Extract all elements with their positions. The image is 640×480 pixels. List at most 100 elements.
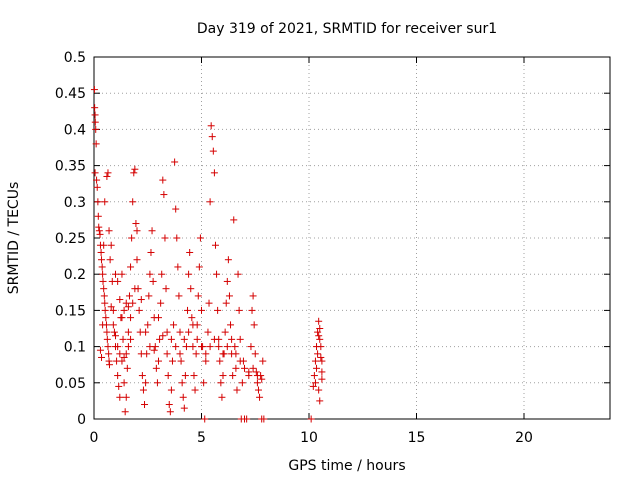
data-point [219, 372, 227, 380]
data-point [192, 350, 200, 358]
data-point [150, 346, 158, 354]
data-point [254, 386, 262, 394]
data-point [216, 357, 224, 365]
data-point [185, 270, 193, 278]
data-point [193, 335, 201, 343]
data-point [158, 270, 166, 278]
data-point [260, 415, 268, 423]
data-point [249, 364, 257, 372]
data-point [253, 372, 261, 380]
data-point [92, 140, 100, 148]
chart-title: Day 319 of 2021, SRMTID for receiver sur… [197, 21, 497, 37]
data-point [107, 303, 115, 311]
data-point [91, 111, 99, 119]
data-point [138, 372, 146, 380]
data-point [123, 364, 131, 372]
data-point [170, 321, 178, 329]
data-point [253, 379, 261, 387]
data-point [124, 328, 132, 336]
data-point [112, 332, 119, 340]
data-point [313, 364, 321, 372]
data-point [213, 270, 221, 278]
data-point [118, 270, 126, 278]
data-point [311, 357, 319, 365]
data-point [251, 350, 259, 358]
data-point [223, 343, 231, 351]
data-point [105, 350, 113, 358]
data-point [238, 379, 246, 387]
data-point [232, 350, 240, 358]
data-point [96, 346, 104, 354]
data-point [129, 198, 137, 206]
data-point [98, 353, 106, 361]
data-point [223, 277, 231, 285]
data-point [200, 379, 208, 387]
data-point [232, 364, 240, 372]
data-point [210, 169, 218, 177]
data-point [115, 382, 123, 390]
data-point [114, 343, 122, 351]
data-point [217, 379, 225, 387]
data-point [259, 357, 267, 365]
data-point [109, 306, 117, 314]
x-tick-label: 20 [515, 430, 533, 446]
data-point [106, 256, 114, 264]
data-point [214, 306, 222, 314]
axis-ticks [93, 56, 610, 420]
data-point [174, 263, 182, 271]
data-point [129, 299, 137, 307]
data-point [167, 335, 175, 343]
data-point [116, 296, 124, 304]
grid-lines [94, 57, 610, 419]
data-point [198, 306, 205, 314]
x-tick-label: 15 [408, 430, 426, 446]
data-point [196, 234, 204, 242]
y-tick-label: 0.25 [55, 231, 86, 247]
data-point [180, 335, 188, 343]
data-point [119, 335, 127, 343]
data-point [144, 321, 152, 329]
data-point [163, 328, 171, 336]
y-tick-label: 0.1 [64, 340, 86, 356]
data-point [182, 343, 190, 351]
data-point [184, 306, 192, 314]
data-point [130, 169, 138, 177]
data-point [99, 321, 107, 329]
data-points [90, 86, 326, 423]
data-point [236, 357, 244, 365]
data-point [101, 299, 109, 307]
data-point [103, 328, 111, 336]
data-point [142, 328, 150, 336]
data-point [100, 241, 108, 249]
data-point [118, 314, 126, 322]
y-tick-label: 0.15 [55, 303, 86, 319]
y-tick-label: 0.3 [64, 195, 86, 211]
data-point [309, 382, 317, 390]
x-tick-label: 10 [300, 430, 318, 446]
data-point [132, 220, 140, 228]
data-point [191, 386, 199, 394]
data-point [91, 118, 99, 126]
data-point [98, 256, 106, 264]
data-point [228, 335, 236, 343]
data-point [256, 393, 264, 401]
data-point [103, 335, 111, 343]
data-point [225, 292, 233, 300]
data-point [159, 332, 167, 340]
data-point [114, 277, 122, 285]
data-point [316, 335, 324, 343]
y-tick-labels: 0 0.05 0.1 0.15 0.2 0.25 0.3 0.35 0.4 0.45 0.5 [55, 50, 86, 428]
data-point [124, 343, 132, 351]
data-point [189, 343, 197, 351]
data-point [179, 393, 187, 401]
data-point [176, 328, 184, 336]
data-point [195, 263, 203, 271]
data-point [211, 241, 219, 249]
data-point [101, 198, 109, 206]
x-axis-label: GPS time / hours [288, 458, 405, 474]
data-point [231, 343, 239, 351]
data-point [307, 415, 315, 423]
data-point [316, 325, 324, 332]
data-point [104, 343, 112, 351]
data-point [230, 216, 238, 224]
